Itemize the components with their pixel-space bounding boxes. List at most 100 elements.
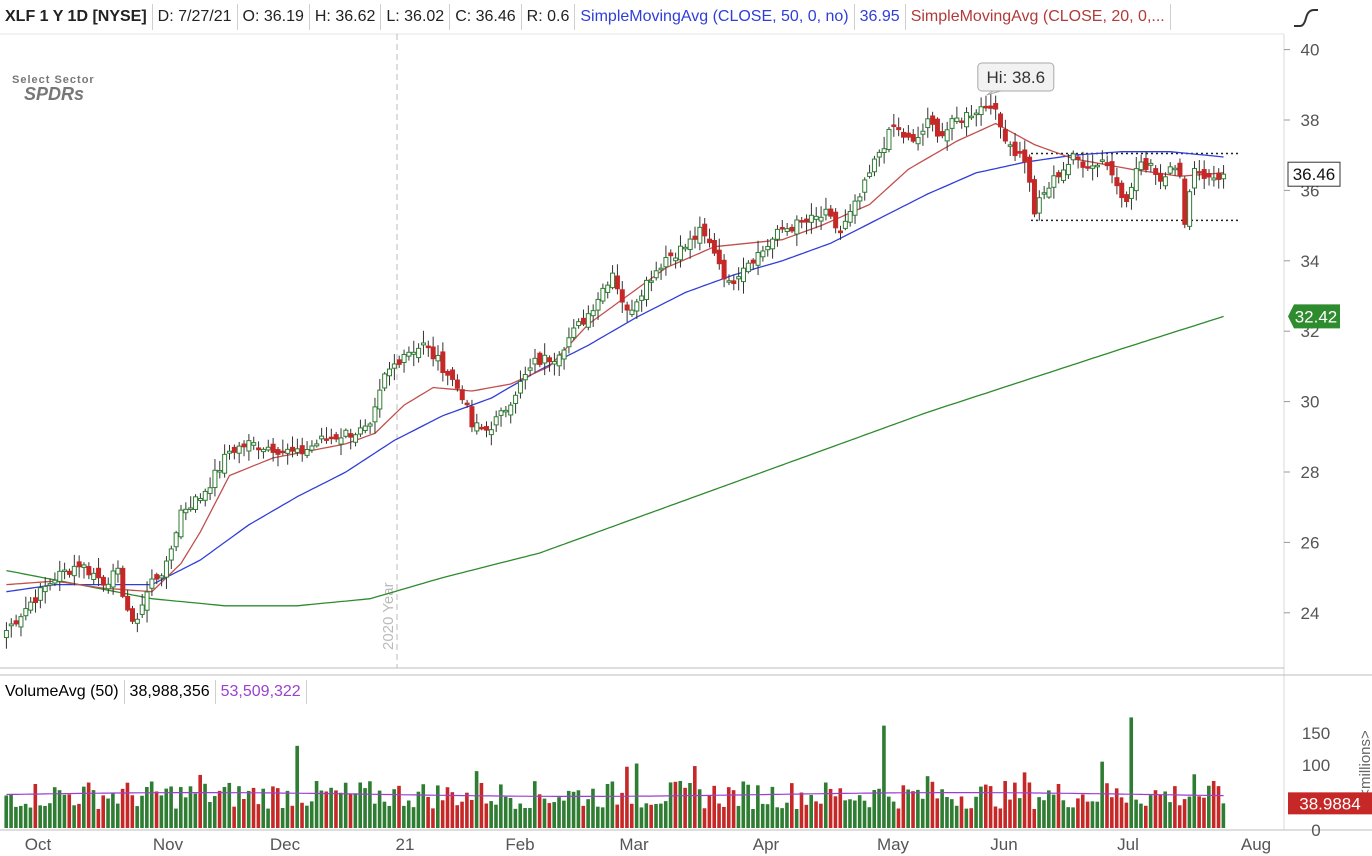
volume-bar: [1003, 781, 1007, 828]
volume-bar: [411, 807, 416, 828]
drawing-tool-button[interactable]: [1288, 4, 1322, 32]
volume-bar: [1085, 801, 1090, 828]
volume-bar: [1143, 805, 1148, 828]
candle: [542, 343, 548, 376]
candle-body: [1158, 172, 1164, 182]
volume-bar: [1032, 808, 1037, 828]
volume-bar: [600, 807, 605, 828]
sma50-study-label[interactable]: SimpleMovingAvg (CLOSE, 50, 0, no): [575, 4, 855, 30]
candle: [406, 346, 412, 361]
candle-body: [532, 357, 538, 365]
candle: [1104, 155, 1110, 171]
volume-bar: [998, 808, 1003, 828]
candle: [983, 95, 989, 112]
sma200-price-tag: 32.42: [1295, 307, 1338, 326]
candle-body: [871, 158, 877, 173]
candle-body: [105, 583, 111, 590]
volume-bar: [1192, 774, 1197, 828]
candle: [1036, 190, 1042, 221]
volume-bar: [159, 795, 164, 828]
candle: [736, 267, 742, 291]
candle-body: [1114, 177, 1120, 187]
candle-body: [86, 566, 92, 576]
candle: [804, 214, 810, 235]
volume-bar: [145, 787, 149, 828]
volume-bar: [67, 794, 72, 828]
candle-body: [265, 446, 271, 451]
volume-bar: [770, 786, 775, 828]
volume-bar: [741, 781, 746, 828]
price-tick-label: 30: [1301, 393, 1320, 412]
candle: [580, 309, 586, 326]
month-tick-label: Feb: [505, 835, 534, 854]
candle-body: [1075, 156, 1081, 161]
candle: [629, 299, 635, 317]
candle: [993, 95, 999, 120]
candle: [658, 263, 664, 280]
candle: [707, 228, 713, 248]
volume-study-label[interactable]: VolumeAvg (50): [0, 680, 125, 704]
candle: [939, 122, 945, 139]
candle-body: [163, 560, 169, 578]
candle: [28, 597, 34, 614]
volume-bar: [242, 799, 246, 828]
candle: [605, 281, 611, 299]
candle-body: [139, 604, 145, 615]
candle-body: [857, 196, 863, 202]
volume-bar: [1139, 803, 1143, 828]
candle-body: [503, 409, 509, 413]
candle-body: [450, 369, 456, 380]
volume-bar: [596, 806, 600, 828]
candle: [178, 504, 184, 540]
volume-bar: [916, 789, 920, 828]
candle-body: [692, 235, 698, 240]
volume-bar: [901, 785, 906, 828]
candle: [193, 494, 199, 513]
candle-body: [391, 363, 397, 369]
volume-bar: [363, 788, 367, 828]
volume-bar: [930, 781, 935, 828]
candle-body: [1046, 187, 1052, 198]
candle: [1187, 189, 1193, 231]
candle: [47, 578, 53, 591]
candle: [1162, 172, 1168, 190]
candle: [697, 216, 703, 251]
month-tick-label: 21: [396, 835, 415, 854]
candle-body: [479, 426, 485, 430]
candle: [1099, 150, 1105, 165]
candle-body: [755, 252, 761, 266]
candle: [547, 355, 553, 372]
symbol-label[interactable]: XLF 1 Y 1D [NYSE]: [0, 4, 153, 30]
candle: [794, 215, 800, 246]
candle: [949, 114, 955, 141]
candle-body: [925, 118, 931, 129]
candlesticks: [3, 93, 1227, 649]
candle: [964, 107, 970, 136]
price-tick-label: 26: [1301, 533, 1320, 552]
volume-bar: [237, 786, 241, 828]
candle-body: [290, 446, 296, 452]
candle-body: [1041, 192, 1047, 195]
candle-body: [314, 443, 320, 447]
volume-bar: [1187, 796, 1192, 828]
candle: [934, 117, 940, 143]
volume-bar: [188, 786, 193, 828]
sma20-study-label[interactable]: SimpleMovingAvg (CLOSE, 20, 0,...: [906, 4, 1171, 30]
candle: [319, 427, 325, 444]
candle-body: [731, 280, 737, 285]
volume-bar: [571, 791, 576, 828]
candle-body: [697, 226, 703, 244]
month-tick-label: Jun: [990, 835, 1017, 854]
volume-bar: [499, 784, 503, 828]
volume-bar: [494, 804, 498, 828]
volume-bar: [1047, 790, 1051, 828]
volume-bar: [111, 792, 115, 828]
sma50-value: 36.95: [855, 4, 906, 30]
volume-bar: [285, 790, 290, 828]
candle: [876, 149, 882, 167]
candle-body: [774, 228, 780, 240]
volume-bar: [746, 784, 750, 828]
volume-bar: [959, 796, 964, 828]
candle: [745, 260, 751, 274]
candle: [488, 421, 494, 446]
